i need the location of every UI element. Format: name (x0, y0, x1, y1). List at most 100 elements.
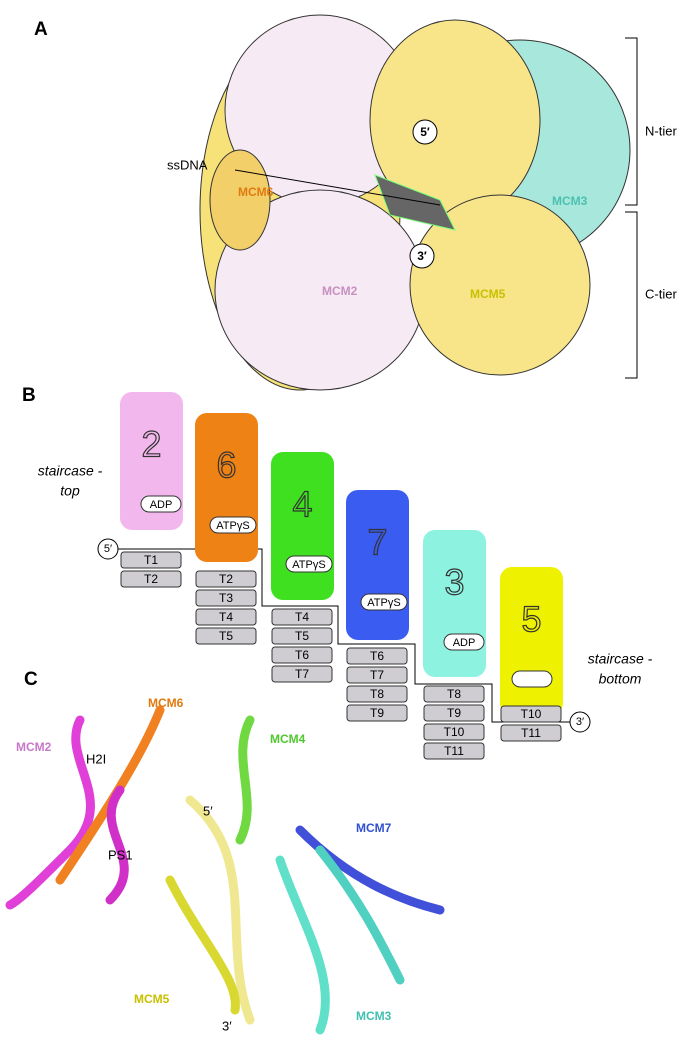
contact: T2 (144, 572, 158, 586)
contact: T1 (144, 553, 158, 567)
label: staircase - (588, 651, 653, 667)
contact: T8 (447, 687, 461, 701)
contact: T11 (521, 726, 541, 740)
contact-box (346, 685, 408, 703)
label: 5′ (420, 125, 430, 139)
panel-label: B (22, 385, 36, 406)
contact: T7 (295, 667, 309, 681)
contact: T5 (219, 629, 233, 643)
subunit-number: 5 (521, 599, 541, 640)
contact-box (500, 705, 562, 723)
contact: T6 (295, 648, 309, 662)
label: MCM6 (148, 696, 184, 710)
contact-box (346, 666, 408, 684)
subunit-number: 4 (292, 484, 312, 525)
contact: T4 (219, 610, 233, 624)
nucleotide-pill (511, 670, 553, 688)
subunit-block (271, 452, 334, 600)
label: 3′ (417, 249, 427, 263)
contact-box (423, 742, 485, 760)
contact: T9 (447, 706, 461, 720)
contact-box (423, 685, 485, 703)
subunit-block (423, 530, 486, 677)
subunit-number: 6 (216, 445, 236, 486)
label: MCM4 (270, 732, 306, 746)
nucleotide-pill (443, 633, 485, 651)
label: bottom (599, 671, 642, 687)
label: 5′ (104, 543, 112, 555)
contact-box (346, 704, 408, 722)
nucleotide-pill (360, 593, 408, 611)
subunits: 2 ADP T1 T2 6 ATPγS T2 T3 T4 T5 4 ATPγS T4 T5 T6 T7 7 ATP… (120, 392, 563, 760)
bracket (625, 37, 638, 379)
nucleotide: ATPγS (292, 559, 325, 571)
panel-label: C (24, 669, 38, 690)
subunit-number: 7 (367, 522, 387, 563)
contact: T9 (370, 706, 384, 720)
contact-box (500, 724, 562, 742)
end-marker (409, 243, 435, 269)
contact-box (195, 627, 257, 645)
label: MCM5 (134, 992, 170, 1006)
label: 5′ (203, 803, 213, 818)
contact: T10 (444, 725, 465, 739)
ribbons (5, 705, 445, 1035)
label: PS1 (108, 847, 133, 862)
label: ssDNA (167, 157, 208, 172)
subunit-block (346, 490, 409, 640)
contact-box (271, 608, 333, 626)
dna-path (118, 548, 570, 723)
subunit-number: 2 (141, 424, 161, 465)
contact-box (120, 551, 182, 569)
end-marker (412, 119, 438, 145)
label: top (60, 483, 80, 499)
nucleotide: ADP (453, 637, 476, 649)
label: MCM7 (356, 821, 392, 835)
contact-box (423, 723, 485, 741)
label: MCM6 (238, 185, 274, 199)
contact-box (423, 704, 485, 722)
contact-box (120, 570, 182, 588)
label: staircase - (38, 463, 103, 479)
label: H2I (86, 751, 106, 766)
nucleotide-pill (285, 555, 333, 573)
subunit-block (500, 567, 563, 715)
label: C-tier (645, 286, 677, 301)
pointer (234, 169, 441, 206)
end-marker (569, 711, 591, 733)
end-marker (97, 538, 119, 560)
contact-box (195, 589, 257, 607)
nucleotide-pill (140, 495, 182, 513)
nucleotide: ATPγS (367, 597, 400, 609)
subunit-block (195, 413, 258, 562)
contact-box (346, 647, 408, 665)
contact-box (271, 627, 333, 645)
label: MCM2 (322, 284, 358, 298)
label: MCM3 (356, 1009, 392, 1023)
contact: T6 (370, 649, 384, 663)
surface (199, 14, 631, 391)
contact: T10 (521, 707, 542, 721)
contact: T2 (219, 572, 233, 586)
contact-box (195, 608, 257, 626)
nucleotide-pill (209, 516, 257, 534)
label: MCM2 (16, 740, 52, 754)
contact-box (271, 665, 333, 683)
nucleotide: ATPγS (216, 520, 249, 532)
label: N-tier (645, 123, 677, 138)
contact-box (271, 646, 333, 664)
contact: T3 (219, 591, 233, 605)
label: 3′ (576, 716, 584, 728)
subunit-number: 3 (444, 562, 464, 603)
contact: T8 (370, 687, 384, 701)
panel-label: A (34, 19, 48, 40)
label: MCM3 (552, 194, 588, 208)
label: 3′ (222, 1018, 232, 1033)
label: MCM5 (470, 287, 506, 301)
contact-box (195, 570, 257, 588)
contact: T4 (295, 610, 309, 624)
contact: T5 (295, 629, 309, 643)
nucleotide: ADP (150, 499, 173, 511)
contact: T11 (444, 744, 464, 758)
